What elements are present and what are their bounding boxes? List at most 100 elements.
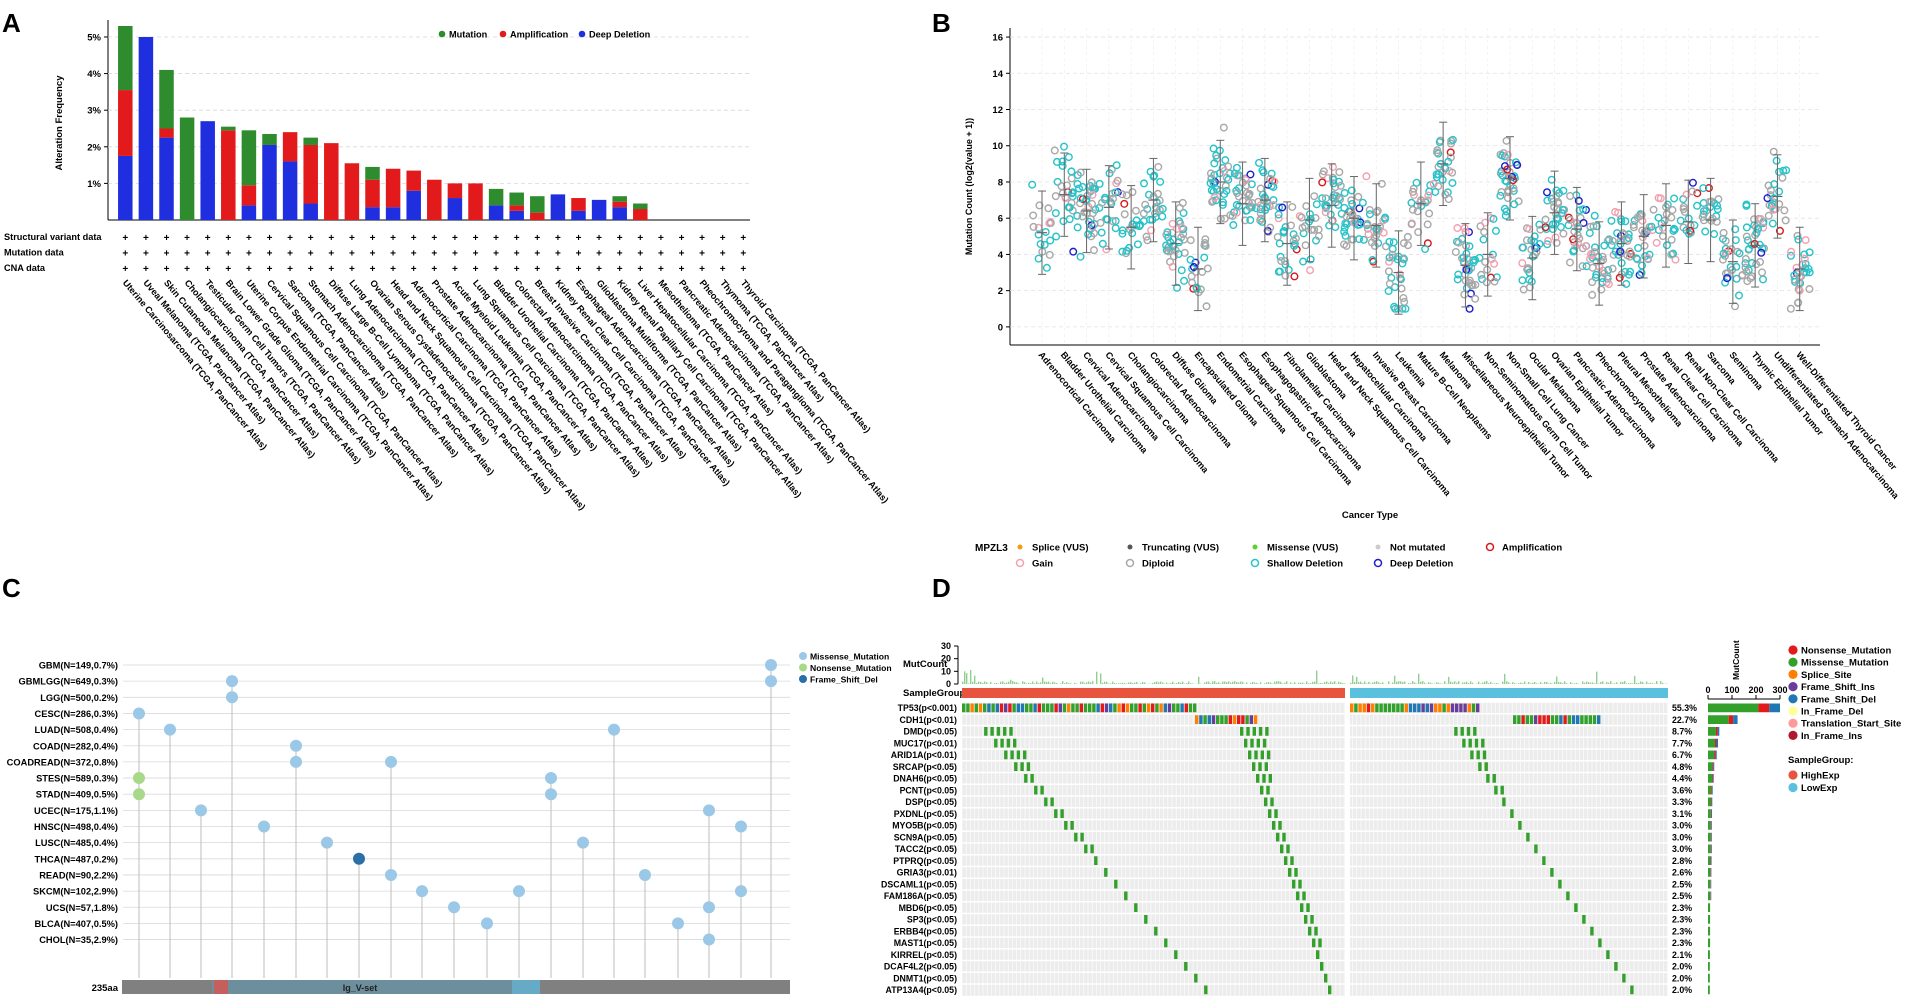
sample-point [1052,157,1061,166]
mutcount-bar [1298,682,1300,684]
mutcount-bar [1452,682,1454,684]
sample-point [1543,240,1552,249]
side-bar-missense [1708,727,1716,736]
mutcount-bar [1006,682,1008,684]
mutation-cell [1566,891,1570,901]
mutation-cell [1298,879,1302,889]
mutcount-tick-label: 20 [941,654,951,664]
gene-percentage: 2.0% [1672,973,1692,983]
side-bar-missense [1708,715,1729,724]
data-row-mark: + [246,233,252,244]
sample-point [1186,236,1195,245]
mutcount-bar [1396,681,1398,684]
mutation-cell [1084,844,1088,854]
data-row-mark: + [514,249,520,260]
mutation-cell [1244,738,1248,748]
data-row-mark: + [308,233,314,244]
mutcount-bar [1380,683,1382,684]
mutcount-bar [1294,682,1296,684]
sample-point [1287,221,1296,230]
data-row-mark: + [164,249,170,260]
row-label: THCA(N=487,0.2%) [35,854,118,864]
mutation-cell [1195,715,1199,724]
mutation-cell [1109,703,1113,713]
mutation-cell [1184,962,1188,971]
data-row-mark: + [431,249,437,260]
sample-point [1067,167,1076,176]
sample-point [1132,221,1141,230]
mutcount-bar [1358,682,1360,684]
bar-deep-deletion [200,121,215,220]
sample-point [1200,253,1209,262]
mutation-cell [1258,727,1263,736]
gene-label: MUC17(p<0.01) [894,738,957,748]
mutcount-bar [1254,682,1256,684]
sample-point [1297,213,1306,222]
mutation-cell [1020,703,1025,713]
mutcount-bar [1264,683,1266,684]
sample-point [1475,253,1484,262]
mutcount-bar [1514,682,1516,684]
data-row-mark: + [493,233,499,244]
data-row-mark: + [699,264,705,275]
sample-point [1701,227,1710,236]
legend-label: Missense_Mutation [1801,658,1889,669]
data-row-mark: + [143,249,149,260]
side-bar-frameshift [1711,832,1712,842]
sample-point [1667,235,1676,244]
sample-point [1335,168,1344,177]
sample-point [1713,205,1722,214]
sample-point [1399,294,1408,303]
legend-swatch [1788,730,1798,741]
sample-point [1322,202,1331,211]
gene-label: MYO5B(p<0.05) [892,821,957,831]
mutcount-bar [1660,681,1662,684]
sample-point [1483,265,1492,274]
sample-point [1637,268,1646,277]
mutcount-bar [964,671,966,684]
mutation-cell [1446,703,1450,713]
legend-label: Missense_Mutation [810,652,889,662]
sample-point [1053,177,1062,186]
data-row-mark: + [534,264,540,275]
sample-point [1742,200,1751,209]
sample-point [1035,201,1044,210]
sample-point [1578,262,1587,271]
mutation-cell [1265,727,1269,736]
sample-point [1463,254,1472,263]
sample-point [1444,157,1453,166]
mutation-cell [1542,715,1546,724]
sample-point [1334,200,1343,209]
sample-point [1667,213,1676,222]
mutcount-bar [1554,681,1556,684]
sample-point [1805,285,1814,294]
sample-point [1552,214,1561,223]
sample-point [1178,198,1187,207]
side-axis-tick-label: 0 [1705,685,1710,695]
lollipop-head [226,675,238,688]
sample-point [1076,252,1085,261]
mutcount-bar [1110,683,1112,684]
sample-point [1042,263,1051,272]
sample-point [1780,206,1789,215]
gene-label: DSCAML1(p<0.05) [881,879,957,889]
data-row-mark: + [370,264,376,275]
gene-percentage: 4.4% [1672,774,1692,784]
mutation-cell [1270,797,1274,807]
mutcount-bar [1176,683,1178,684]
sample-point [1460,224,1469,233]
mutation-cell [1306,903,1310,912]
lollipop-head [133,772,145,785]
gene-label: DCAF4L2(p<0.05) [884,962,957,972]
sample-point [1290,241,1299,250]
mutation-cell [1467,703,1471,713]
mutcount-bar [1596,671,1598,684]
mutation-cell [1070,821,1074,830]
mutcount-bar [1464,682,1466,684]
sample-point [1257,214,1266,223]
mutcount-bar [982,682,984,684]
sample-point [1743,236,1752,245]
legend-swatch [1015,558,1025,568]
sample-point [1122,246,1131,255]
mutation-cell [1264,797,1268,807]
